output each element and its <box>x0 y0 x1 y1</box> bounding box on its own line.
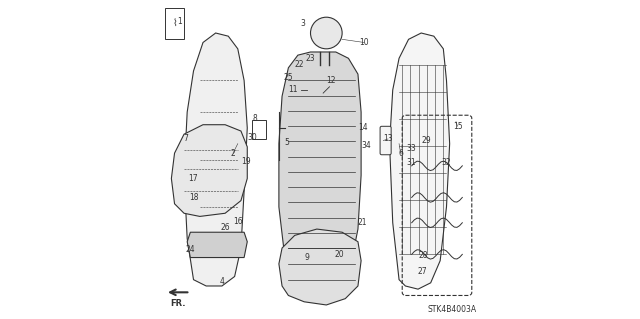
Text: 3: 3 <box>300 19 305 28</box>
Text: 33: 33 <box>407 144 417 153</box>
Text: FR.: FR. <box>170 299 186 308</box>
Text: 7: 7 <box>183 134 188 144</box>
Text: 6: 6 <box>398 149 403 158</box>
Bar <box>165 8 184 39</box>
Text: 18: 18 <box>189 193 198 202</box>
Text: 16: 16 <box>233 217 243 226</box>
Polygon shape <box>279 52 361 273</box>
Text: 20: 20 <box>334 250 344 259</box>
Text: 19: 19 <box>241 157 250 166</box>
Bar <box>252 120 266 139</box>
Text: 17: 17 <box>189 174 198 183</box>
Text: 24: 24 <box>186 245 195 254</box>
Text: 11: 11 <box>289 85 298 94</box>
Polygon shape <box>172 125 247 216</box>
Polygon shape <box>390 33 450 289</box>
Text: 8: 8 <box>253 114 257 123</box>
Text: 9: 9 <box>305 253 310 262</box>
Text: 25: 25 <box>284 73 293 82</box>
Text: 23: 23 <box>306 54 316 63</box>
Text: 15: 15 <box>452 122 462 131</box>
Text: 26: 26 <box>220 223 230 232</box>
Text: 1: 1 <box>177 18 182 26</box>
Text: 5: 5 <box>284 137 289 147</box>
Text: ⌇: ⌇ <box>172 19 177 28</box>
Text: 12: 12 <box>326 76 336 85</box>
Text: 28: 28 <box>418 251 428 260</box>
Text: 13: 13 <box>383 134 393 144</box>
Text: STK4B4003A: STK4B4003A <box>428 306 477 315</box>
Polygon shape <box>184 33 247 286</box>
Text: 27: 27 <box>418 267 428 276</box>
Text: 14: 14 <box>358 123 367 132</box>
Text: 29: 29 <box>421 136 431 145</box>
Text: 32: 32 <box>442 158 451 167</box>
Text: 21: 21 <box>358 218 367 227</box>
Text: 30: 30 <box>247 133 257 142</box>
Polygon shape <box>187 232 247 257</box>
FancyBboxPatch shape <box>380 126 391 155</box>
Text: 10: 10 <box>360 38 369 47</box>
Text: 4: 4 <box>220 277 225 286</box>
Text: 2: 2 <box>230 149 236 158</box>
Text: 31: 31 <box>407 158 417 167</box>
Polygon shape <box>279 229 361 305</box>
Circle shape <box>310 17 342 49</box>
Text: 22: 22 <box>294 60 304 69</box>
Text: 34: 34 <box>361 141 371 150</box>
